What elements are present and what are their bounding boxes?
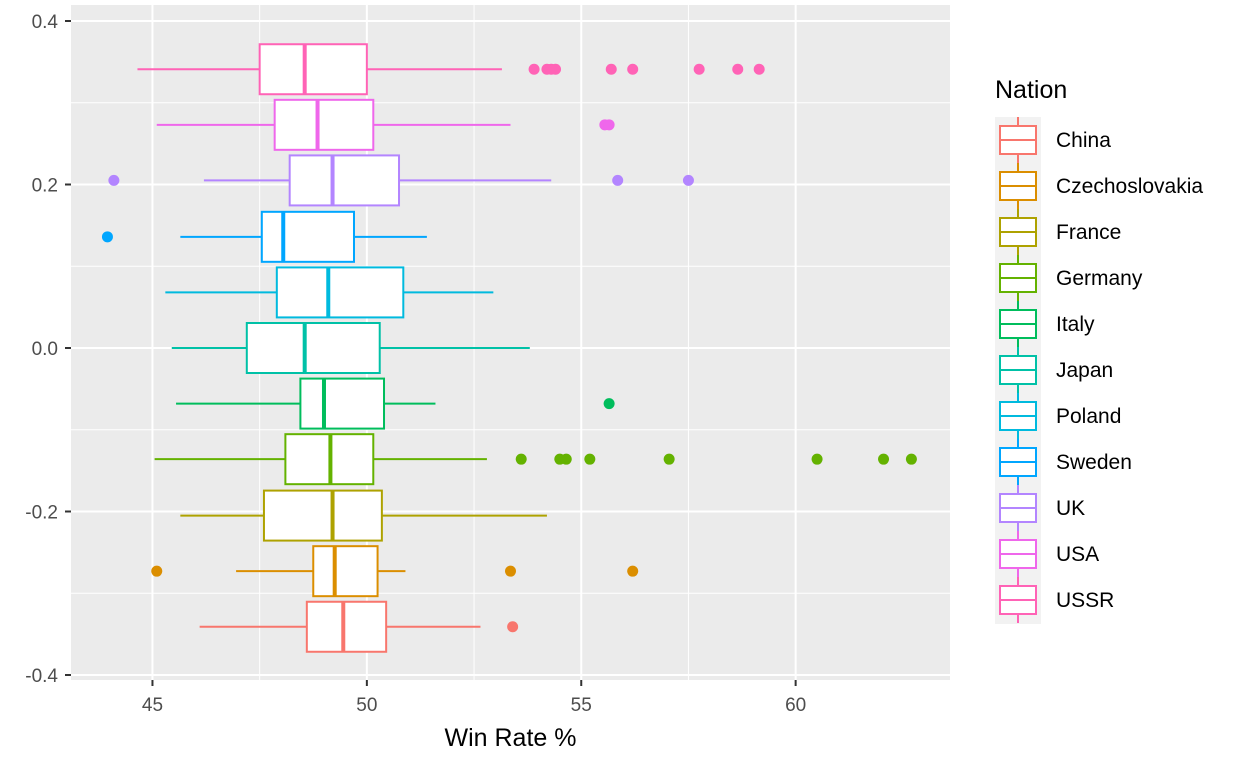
x-axis: 45 50 55 60	[142, 680, 806, 716]
y-tick-label: -0.2	[25, 503, 58, 524]
x-tick-label: 55	[571, 695, 592, 716]
box	[288, 154, 401, 207]
outlier-point	[753, 63, 765, 75]
legend-item-ussr: USSR	[999, 577, 1114, 623]
legend-item-czechoslovakia: Czechoslovakia	[999, 163, 1203, 209]
outlier-point	[905, 453, 917, 465]
outlier-point	[151, 565, 163, 577]
panel-background	[71, 5, 950, 680]
boxplot-czechoslovakia	[151, 545, 639, 598]
box	[260, 210, 355, 263]
outlier-point	[663, 453, 675, 465]
legend-label: China	[1056, 129, 1111, 152]
boxplot-sweden	[101, 210, 427, 263]
legend-label: USA	[1056, 543, 1099, 566]
boxplot-germany	[154, 433, 917, 486]
outlier-point	[603, 398, 615, 410]
legend-item-poland: Poland	[999, 393, 1121, 439]
outlier-point	[627, 565, 639, 577]
legend-label: USSR	[1056, 589, 1114, 612]
x-tick-label: 45	[142, 695, 163, 716]
boxplot-series	[101, 43, 917, 653]
x-tick-label: 50	[356, 695, 377, 716]
outlier-point	[627, 63, 639, 75]
box	[273, 98, 375, 151]
boxplot-japan	[171, 322, 530, 374]
legend: Nation China Czechoslovakia France Germany I…	[995, 76, 1203, 624]
outlier-point	[560, 453, 572, 465]
minor-gridlines	[71, 5, 950, 680]
box	[258, 43, 368, 96]
y-tick-label: 0.2	[32, 176, 58, 197]
box	[305, 600, 388, 653]
legend-item-uk: UK	[999, 485, 1085, 531]
legend-label: Germany	[1056, 267, 1143, 290]
legend-item-italy: Italy	[999, 301, 1095, 347]
outlier-point	[507, 621, 519, 633]
legend-item-sweden: Sweden	[999, 439, 1132, 485]
box	[262, 489, 383, 542]
y-tick-label: -0.4	[25, 666, 58, 687]
x-tick-label: 60	[785, 695, 806, 716]
legend-label: Czechoslovakia	[1056, 175, 1203, 198]
y-tick-label: 0.0	[32, 339, 58, 360]
legend-item-china: China	[999, 117, 1111, 163]
outlier-point	[732, 63, 744, 75]
outlier-point	[693, 63, 705, 75]
legend-title: Nation	[995, 76, 1067, 104]
outlier-point	[505, 565, 516, 577]
boxplot-italy	[176, 377, 615, 430]
legend-label: Poland	[1056, 405, 1121, 428]
legend-label: Japan	[1056, 359, 1113, 382]
legend-item-usa: USA	[999, 531, 1099, 577]
legend-item-japan: Japan	[999, 347, 1113, 393]
outlier-point	[811, 453, 823, 465]
x-axis-title: Win Rate %	[445, 724, 577, 752]
legend-label: Sweden	[1056, 451, 1132, 474]
outlier-point	[108, 174, 120, 186]
boxplot-china	[199, 600, 519, 653]
outlier-point	[603, 119, 615, 131]
outlier-point	[101, 231, 113, 243]
outlier-point	[515, 453, 527, 465]
outlier-point	[682, 174, 694, 186]
legend-item-france: France	[999, 209, 1121, 255]
outlier-point	[878, 453, 890, 465]
legend-label: France	[1056, 221, 1121, 244]
legend-label: Italy	[1056, 313, 1095, 336]
box	[245, 322, 381, 374]
outlier-point	[612, 174, 624, 186]
boxplot-usa	[156, 98, 615, 151]
box	[275, 266, 405, 319]
outlier-point	[605, 63, 617, 75]
boxplot-ussr	[137, 43, 765, 96]
outlier-point	[550, 63, 562, 75]
y-axis: -0.4 -0.2 0.0 0.2 0.4	[25, 12, 71, 687]
outlier-point	[528, 63, 540, 75]
legend-items: China Czechoslovakia France Germany Italy Jap…	[999, 117, 1203, 623]
legend-label: UK	[1056, 497, 1085, 520]
boxplot-poland	[165, 266, 494, 319]
box	[299, 377, 386, 430]
boxplot-uk	[108, 154, 694, 207]
outlier-point	[584, 453, 596, 465]
boxplot-france	[180, 489, 547, 542]
legend-item-germany: Germany	[999, 255, 1143, 301]
y-tick-label: 0.4	[32, 12, 59, 33]
box	[312, 545, 379, 598]
